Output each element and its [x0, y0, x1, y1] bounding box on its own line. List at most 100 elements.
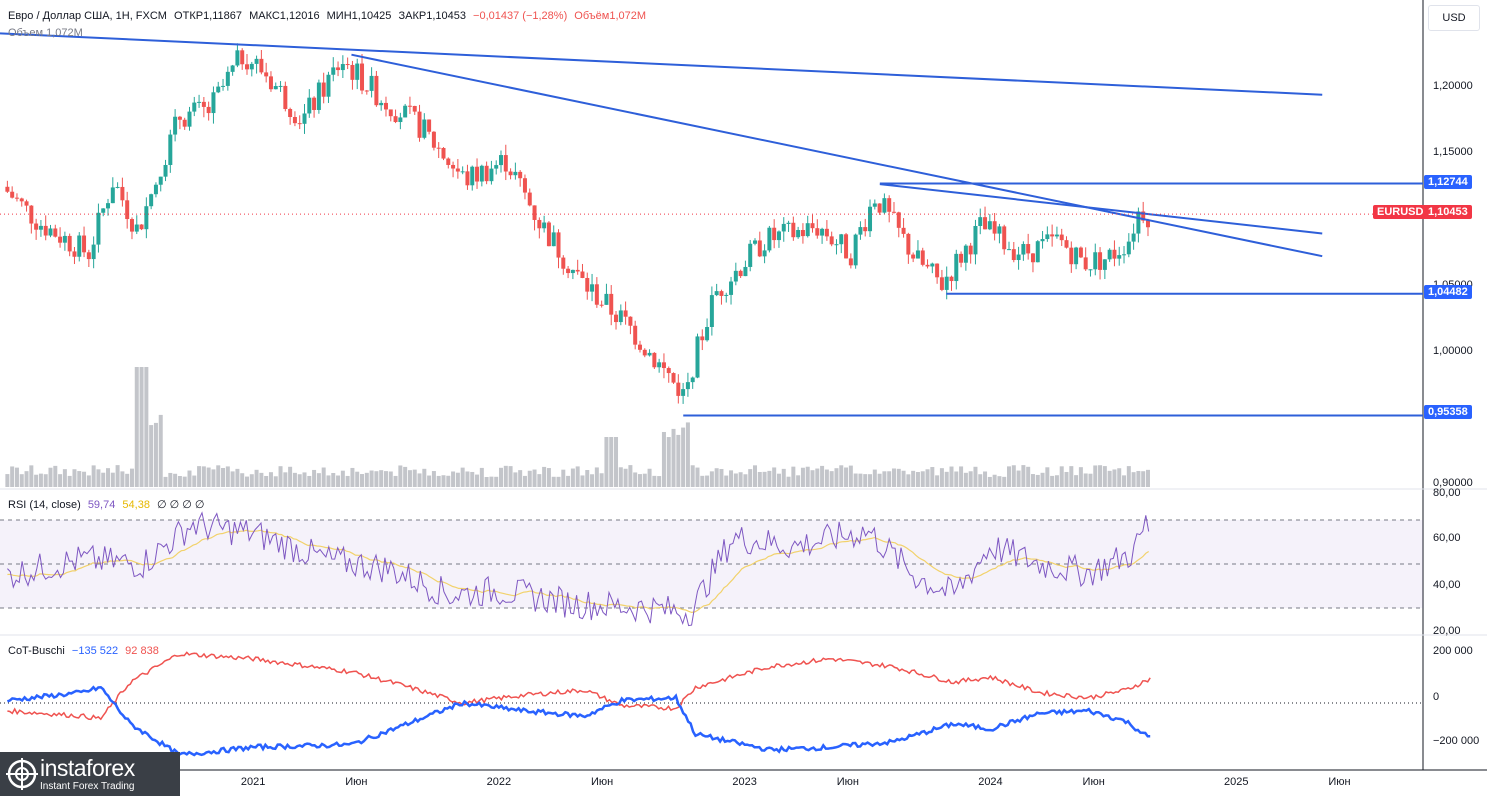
candle [604, 293, 609, 305]
candle [618, 310, 623, 323]
candle [331, 67, 336, 75]
volume-bar [575, 466, 580, 487]
candle [340, 64, 345, 71]
candle [355, 63, 360, 80]
candle [527, 192, 532, 206]
candle [383, 102, 388, 110]
volume-bar [513, 472, 518, 487]
candle [729, 281, 734, 295]
volume-bar [441, 475, 446, 487]
candle [1098, 252, 1103, 270]
candle [192, 102, 197, 112]
price-axis-label: 1,00000 [1433, 345, 1473, 357]
candle [671, 373, 676, 383]
candle [96, 212, 101, 245]
volume-bar [168, 472, 173, 487]
volume-bar [786, 476, 791, 487]
volume-bar [350, 467, 355, 487]
volume-bar [221, 467, 226, 487]
candle [1069, 247, 1074, 265]
volume-bar [959, 466, 964, 487]
volume-bar [872, 469, 877, 487]
candle [896, 212, 901, 228]
volume-bar [1069, 466, 1074, 487]
candle [14, 197, 19, 199]
volume-bar [1026, 466, 1031, 487]
price-axis-label: 1,15000 [1433, 146, 1473, 158]
candle [915, 250, 920, 259]
candle [278, 85, 283, 87]
time-axis-label: 2021 [240, 776, 266, 788]
volume-bar [211, 469, 216, 487]
candle [268, 76, 273, 90]
volume-bar [633, 472, 638, 487]
candle [1016, 254, 1021, 261]
candle [201, 101, 206, 107]
volume-bar [772, 467, 777, 487]
time-axis-label: 2024 [978, 776, 1003, 788]
candle [336, 67, 341, 71]
volume-bar [527, 470, 532, 487]
logo-tagline: Instant Forex Trading [40, 781, 135, 792]
candle [1136, 211, 1141, 234]
candle [772, 227, 777, 241]
candle [743, 266, 748, 277]
volume-bar [24, 471, 29, 487]
volume-bar [522, 475, 527, 487]
volume-bar [96, 469, 101, 487]
volume-bar [930, 467, 935, 487]
volume-bar [129, 468, 134, 487]
candle [518, 171, 523, 179]
volume-bar [249, 474, 254, 487]
volume-bar [709, 471, 714, 487]
volume-bar [911, 470, 916, 487]
candle [1040, 239, 1045, 242]
volume-bar [307, 475, 312, 487]
volume-bar [532, 469, 537, 487]
candle [403, 105, 408, 118]
price-axis-label: 0,90000 [1433, 477, 1473, 489]
volume-bar [566, 475, 571, 487]
volume-bar [729, 470, 734, 487]
currency-button[interactable]: USD [1428, 5, 1480, 31]
volume-bar [388, 471, 393, 487]
volume-bar [839, 465, 844, 487]
candle [436, 147, 441, 149]
volume-bar [427, 475, 432, 487]
candle [244, 64, 249, 70]
candle [546, 222, 551, 247]
volume-bar [700, 475, 705, 487]
candle [968, 245, 973, 255]
volume-bar [455, 472, 460, 487]
volume-bar [1030, 474, 1035, 487]
candle [767, 227, 772, 251]
candle [599, 304, 604, 306]
volume-bar [695, 467, 700, 487]
volume-bar [590, 474, 595, 487]
volume-bar [489, 476, 494, 487]
volume-bar [436, 475, 441, 487]
candle [556, 232, 561, 258]
candle [1011, 249, 1016, 261]
candle [590, 284, 595, 292]
volume-bar [738, 472, 743, 487]
volume-bar [302, 472, 307, 487]
volume-bar [91, 465, 96, 487]
candle [393, 116, 398, 123]
candle [566, 268, 571, 274]
candle [853, 234, 858, 266]
candle [168, 134, 173, 165]
volume-bar [604, 437, 609, 487]
volume-bar [1040, 472, 1045, 487]
candle [163, 164, 168, 177]
candle [1122, 254, 1127, 256]
candle [48, 228, 53, 236]
volume-bar [1050, 475, 1055, 487]
volume-bar [719, 468, 724, 487]
last-price-tag: 1,10453 [1424, 205, 1472, 219]
candle [537, 219, 542, 229]
candle [676, 382, 681, 396]
time-axis-label: Июн [345, 776, 368, 788]
volume-bar [757, 471, 762, 487]
